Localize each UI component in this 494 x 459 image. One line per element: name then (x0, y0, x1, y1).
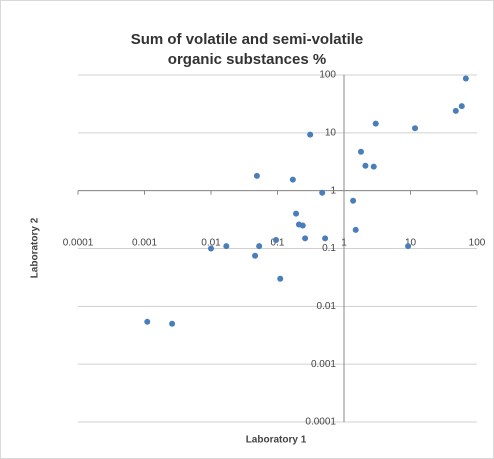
point (372, 120, 379, 127)
point (452, 107, 459, 114)
point (299, 222, 306, 229)
y-tick-label: 100 (319, 70, 336, 81)
y-tick-label: 0.0001 (305, 417, 336, 428)
x-axis-title: Laboratory 1 (246, 435, 307, 446)
x-tick-label: 10 (405, 238, 417, 249)
point (253, 172, 260, 179)
x-tick-label: 0.01 (201, 238, 221, 249)
point (357, 148, 364, 155)
x-tick-label: 0.1 (271, 238, 285, 249)
point (277, 275, 284, 282)
point (322, 235, 329, 242)
x-tick-label: 1 (341, 238, 347, 249)
y-tick-label: 0.001 (311, 359, 336, 370)
point (252, 252, 259, 259)
point (458, 103, 465, 110)
point (370, 163, 377, 170)
point (319, 189, 326, 196)
chart-title: Sum of volatile and semi-volatile organic… (131, 31, 364, 68)
point (412, 125, 419, 132)
point (293, 210, 300, 217)
point (169, 320, 176, 327)
point (289, 176, 296, 183)
point (350, 197, 357, 204)
point (144, 318, 151, 325)
point (273, 237, 280, 244)
point (208, 245, 214, 252)
point (223, 243, 230, 250)
y-axis-title: Laboratory 2 (30, 217, 41, 278)
point (462, 75, 469, 82)
y-tick-label: 0.1 (322, 243, 336, 254)
x-tick-label: 0.001 (132, 238, 157, 249)
y-tick-label: 10 (325, 127, 337, 138)
point (405, 243, 412, 250)
y-tick-label: 0.01 (317, 301, 337, 312)
point (307, 131, 314, 138)
x-tick-label: 100 (469, 238, 486, 249)
x-tick-label: 0.0001 (63, 238, 94, 249)
point (302, 235, 309, 242)
point (256, 243, 263, 250)
point (362, 162, 369, 169)
point (352, 226, 359, 233)
